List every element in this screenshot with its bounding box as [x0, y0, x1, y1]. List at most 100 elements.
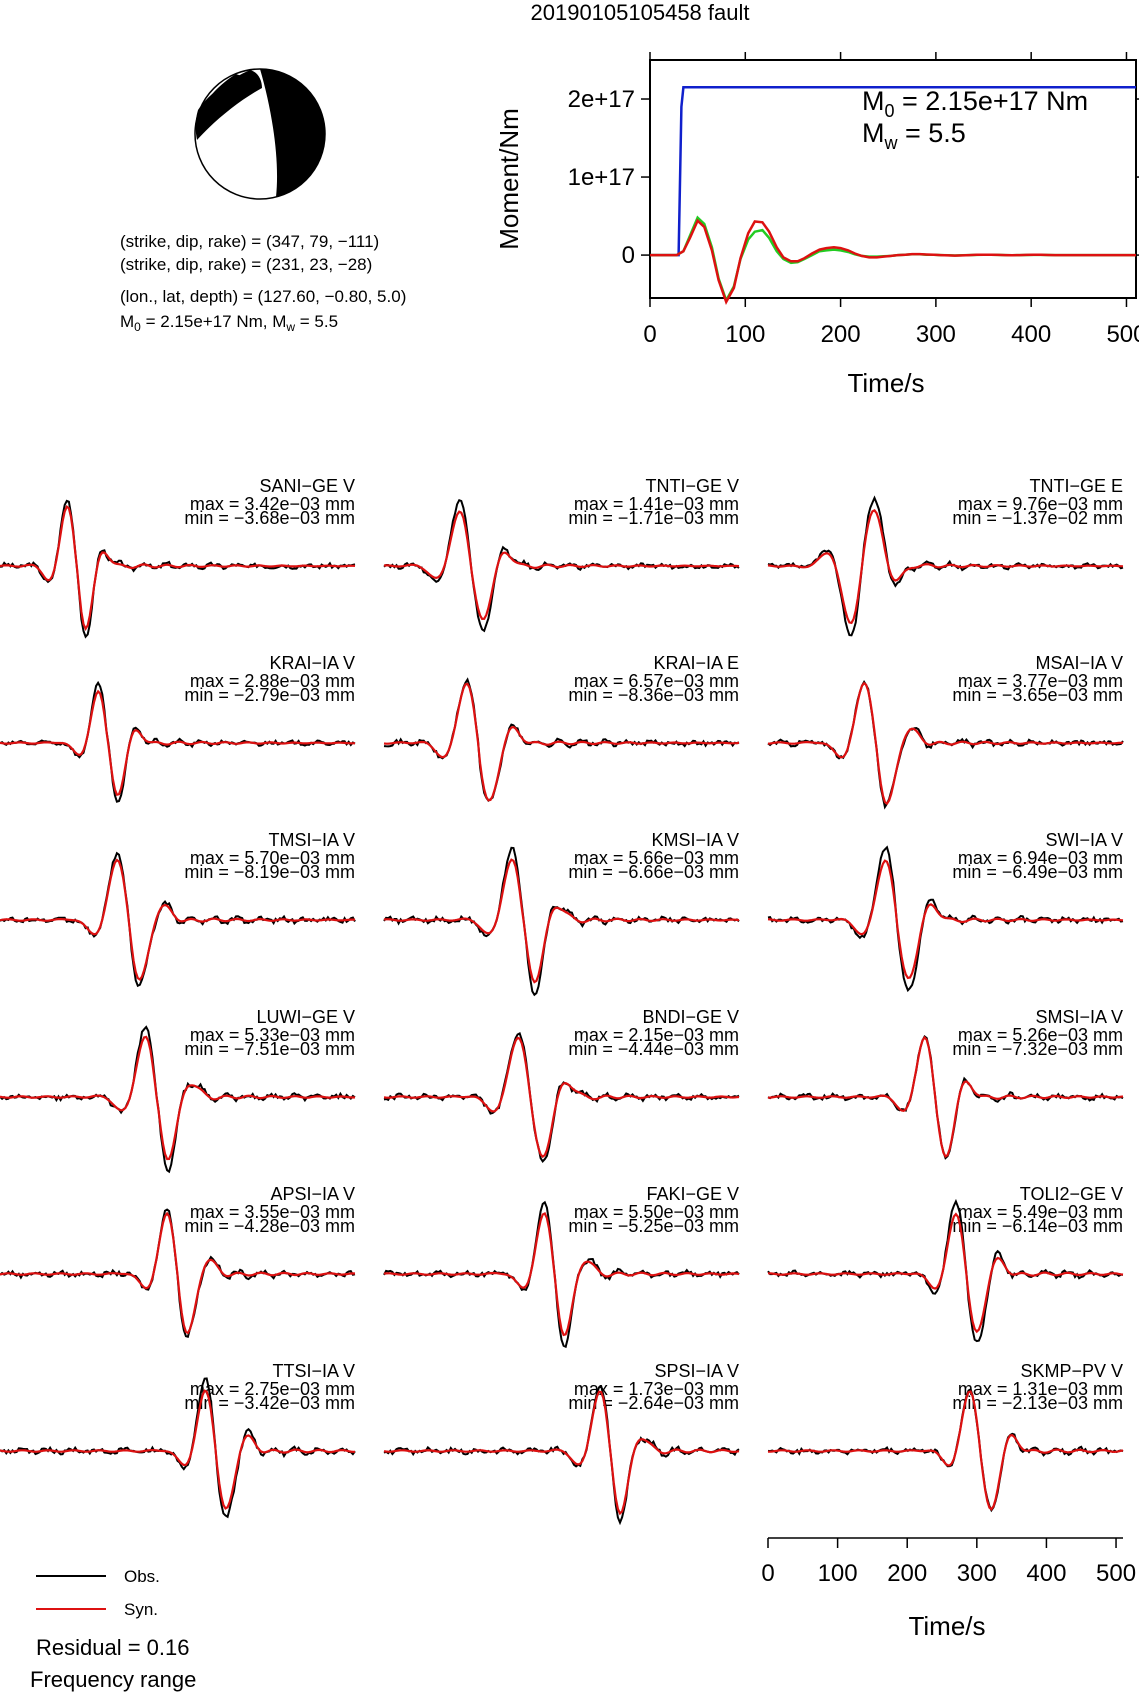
station-max: max = 1.31e−03 mm	[958, 1379, 1123, 1399]
station-min: min = −2.64e−03 mm	[568, 1393, 739, 1413]
station-max: max = 2.15e−03 mm	[574, 1025, 739, 1045]
station-label: SPSI−IA V	[654, 1361, 739, 1381]
moment-xtick-label: 400	[1011, 321, 1051, 348]
moment-series-1	[650, 215, 1136, 304]
waveform-xlabel: Time/s	[908, 1611, 985, 1641]
synthetic-trace	[383, 858, 740, 984]
waveform-xtick-label: 0	[761, 1560, 774, 1587]
moment-annotation-mw: Mw = 5.5	[862, 118, 966, 153]
moment-ytick-label: 0	[622, 242, 635, 269]
station-min: min = −8.19e−03 mm	[184, 862, 355, 882]
station-min: min = −4.44e−03 mm	[568, 1039, 739, 1059]
station-max: max = 5.26e−03 mm	[958, 1025, 1123, 1045]
synthetic-trace	[768, 1212, 1124, 1334]
station-label: LUWI−GE V	[256, 1007, 355, 1027]
beachball-compression-west	[195, 70, 262, 140]
station-min: min = −6.49e−03 mm	[952, 862, 1123, 882]
synthetic-trace	[0, 504, 356, 631]
synthetic-trace	[0, 689, 356, 796]
residual: Residual = 0.16	[36, 1635, 190, 1660]
station-label: TMSI−IA V	[268, 830, 355, 850]
station-min: min = −6.14e−03 mm	[952, 1216, 1123, 1236]
station-label: TNTI−GE E	[1029, 476, 1123, 496]
station-max: max = 5.66e−03 mm	[574, 848, 739, 868]
moment-xlabel: Time/s	[847, 368, 924, 398]
station-min: min = −3.68e−03 mm	[184, 508, 355, 528]
figure-title: 20190105105458 fault	[531, 0, 750, 25]
synthetic-trace	[383, 1212, 740, 1337]
synthetic-trace	[0, 1035, 356, 1161]
waveform-xtick-label: 400	[1026, 1560, 1066, 1587]
station-min: min = −2.79e−03 mm	[184, 685, 355, 705]
synthetic-trace	[0, 1211, 356, 1335]
station-label: KRAI−IA V	[269, 653, 355, 673]
station-min: min = −7.51e−03 mm	[184, 1039, 355, 1059]
station-max: max = 5.70e−03 mm	[190, 848, 355, 868]
legend-obs-label: Obs.	[124, 1567, 160, 1586]
moment-ytick-label: 2e+17	[568, 86, 635, 113]
station-max: max = 1.41e−03 mm	[574, 494, 739, 514]
station-max: max = 6.57e−03 mm	[574, 671, 739, 691]
synthetic-trace	[767, 681, 1124, 806]
waveform-xtick-label: 100	[818, 1560, 858, 1587]
synthetic-trace	[383, 1390, 740, 1516]
station-min: min = −2.13e−03 mm	[952, 1393, 1123, 1413]
station-label: SANI−GE V	[259, 476, 355, 496]
station-min: min = −3.42e−03 mm	[184, 1393, 355, 1413]
moment-plot-frame	[649, 59, 1137, 299]
station-min: min = −4.28e−03 mm	[184, 1216, 355, 1236]
station-min: min = −1.37e−02 mm	[952, 508, 1123, 528]
synthetic-trace	[768, 1390, 1124, 1511]
station-label: SKMP−PV V	[1020, 1361, 1123, 1381]
station-max: max = 3.42e−03 mm	[190, 494, 355, 514]
station-min: min = −5.25e−03 mm	[568, 1216, 739, 1236]
station-min: min = −8.36e−03 mm	[568, 685, 739, 705]
waveform-time-axis: Time/s 0 100 200 300 400 500	[761, 1537, 1136, 1641]
station-label: APSI−IA V	[270, 1184, 355, 1204]
observed-trace	[0, 851, 356, 988]
beachball	[194, 68, 326, 200]
synthetic-trace	[0, 858, 356, 982]
station-label: BNDI−GE V	[642, 1007, 739, 1027]
moment-annotation-m0: M0 = 2.15e+17 Nm	[862, 86, 1088, 121]
moment-xtick-label: 0	[643, 321, 656, 348]
station-label: TOLI2−GE V	[1020, 1184, 1123, 1204]
moment-summary: M0 = 2.15e+17 Nm, Mw = 5.5	[120, 312, 338, 334]
synthetic-trace	[767, 509, 1124, 625]
station-max: max = 5.33e−03 mm	[190, 1025, 355, 1045]
moment-xtick-label: 500	[1106, 321, 1139, 348]
station-label: TTSI−IA V	[272, 1361, 355, 1381]
synthetic-trace	[383, 1036, 740, 1159]
synthetic-trace	[767, 859, 1124, 980]
station-max: max = 9.76e−03 mm	[958, 494, 1123, 514]
hypocenter: (lon., lat, depth) = (127.60, −0.80, 5.0…	[120, 287, 406, 306]
station-label: FAKI−GE V	[646, 1184, 739, 1204]
legend-syn-label: Syn.	[124, 1600, 158, 1619]
moment-xtick-label: 300	[916, 321, 956, 348]
nodal-plane-2: (strike, dip, rake) = (231, 23, −28)	[120, 255, 372, 274]
station-min: min = −7.32e−03 mm	[952, 1039, 1123, 1059]
waveform-xtick-label: 200	[887, 1560, 927, 1587]
moment-ytick-label: 1e+17	[568, 164, 635, 191]
waveform-xtick-label: 300	[957, 1560, 997, 1587]
station-max: max = 3.55e−03 mm	[190, 1202, 355, 1222]
station-max: max = 5.49e−03 mm	[958, 1202, 1123, 1222]
moment-xtick-label: 100	[725, 321, 765, 348]
